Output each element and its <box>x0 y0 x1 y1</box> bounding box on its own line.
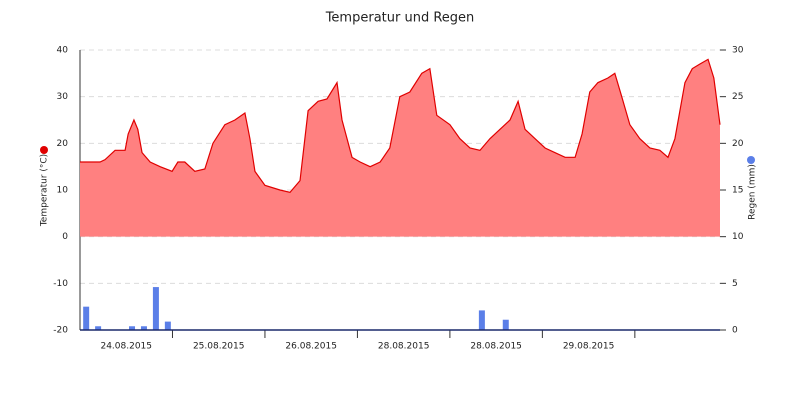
bar <box>478 310 485 330</box>
bar <box>95 326 102 330</box>
y2-tick-label: 0 <box>732 326 738 336</box>
line <box>80 58 721 193</box>
y-axis-title: Temperatur (°C) <box>40 154 50 227</box>
x-tick-label: 26.08.2015 <box>285 342 337 352</box>
chart-title: Temperatur und Regen <box>325 11 475 26</box>
y2-tick-label: 20 <box>732 139 744 149</box>
bar <box>502 319 509 330</box>
y-tick-label: 0 <box>62 232 68 242</box>
x-tick-label: 28.08.2015 <box>470 342 522 352</box>
y2-tick-label: 15 <box>732 186 743 196</box>
y2-tick-label: 5 <box>732 279 738 289</box>
bar <box>140 326 147 330</box>
bar <box>164 321 171 330</box>
x-tick-label: 25.08.2015 <box>193 342 245 352</box>
x-tick-label: 24.08.2015 <box>100 342 152 352</box>
y-tick-label: 40 <box>57 46 69 56</box>
x-tick-label: 29.08.2015 <box>563 342 615 352</box>
bar <box>129 326 136 330</box>
y2-tick-label: 30 <box>732 46 744 56</box>
y-tick-label: -20 <box>53 326 68 336</box>
x-tick-label: 28.08.2015 <box>378 342 430 352</box>
area-fill <box>80 59 720 237</box>
legend-marker <box>40 146 48 154</box>
bar <box>152 287 159 330</box>
y-tick-label: 10 <box>57 186 69 196</box>
y-tick-label: 20 <box>57 139 69 149</box>
bar <box>83 306 90 330</box>
y-tick-label: 30 <box>57 92 69 102</box>
y2-axis-title: Regen (mm) <box>748 164 758 220</box>
y2-tick-label: 25 <box>732 92 743 102</box>
y-tick-label: -10 <box>53 279 68 289</box>
y2-tick-label: 10 <box>732 232 744 242</box>
legend-marker <box>747 156 755 164</box>
